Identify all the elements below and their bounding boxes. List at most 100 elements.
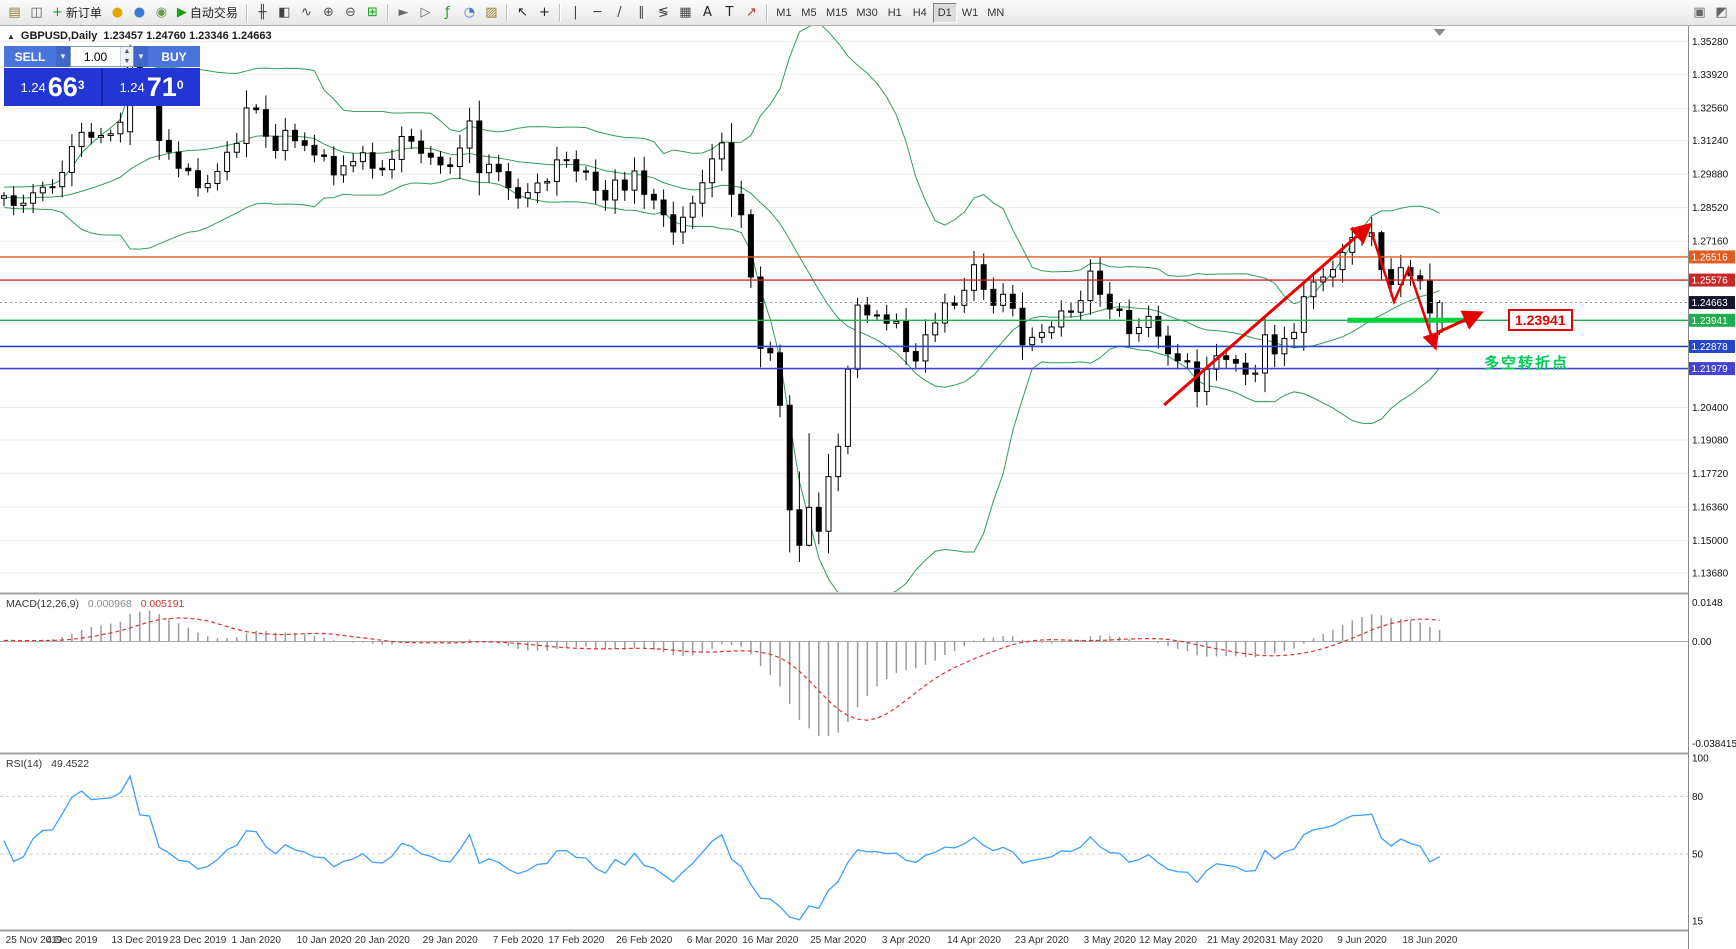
price-axis-badge: [1689, 339, 1735, 353]
price-levels: [0, 256, 1688, 370]
buy-price-sup: 0: [176, 78, 184, 92]
date-axis-label: 16 Mar 2020: [742, 935, 799, 946]
timeframe-button-m5[interactable]: M5: [797, 3, 821, 23]
horizontal-line-button[interactable]: ─: [587, 2, 608, 23]
line-chart-icon: ∿: [300, 5, 312, 20]
navigator-button[interactable]: ◉: [151, 2, 172, 23]
line-chart-type-button[interactable]: ∿: [296, 2, 317, 23]
candlestick-type-button[interactable]: ◧: [274, 2, 295, 23]
vertical-line-icon: |: [573, 5, 578, 20]
date-axis-label: 21 May 2020: [1207, 935, 1265, 946]
date-axis-label: 3 May 2020: [1084, 935, 1137, 946]
arrows-tool-button[interactable]: ↗: [741, 2, 762, 23]
buy-button[interactable]: BUY: [148, 46, 200, 67]
zoom-in-icon: ⊕: [322, 5, 334, 20]
chart-shift-icon: ▷: [420, 5, 431, 20]
templates-button[interactable]: ▨: [481, 2, 502, 23]
date-axis-label: 9 Jun 2020: [1337, 935, 1387, 946]
chart-settings-button[interactable]: ▣: [1689, 2, 1710, 23]
timeframe-button-d1[interactable]: D1: [932, 2, 957, 23]
price-badge-label: 1.24663: [1692, 298, 1729, 309]
rsi-axis-label: 50: [1692, 849, 1704, 860]
price-badge-label: 1.23941: [1692, 316, 1729, 327]
fibonacci-icon: ≶: [657, 5, 669, 20]
pullback-zigzag-arrow[interactable]: [1370, 232, 1440, 351]
bounce-arrow[interactable]: [1437, 310, 1484, 334]
timeframe-button-h1[interactable]: H1: [883, 3, 907, 23]
date-axis-label: 31 May 2020: [1265, 935, 1323, 946]
zoom-in-button[interactable]: ⊕: [318, 2, 339, 23]
volume-increase-icon[interactable]: ▲: [121, 47, 133, 57]
periods-button[interactable]: ◔: [459, 2, 480, 23]
toolbar-separator: [245, 3, 248, 22]
timeframe-button-mn[interactable]: MN: [983, 3, 1008, 23]
zoom-out-icon: ⊖: [344, 5, 356, 20]
volume-field[interactable]: ▲ ▼: [70, 46, 134, 67]
indicators-button[interactable]: ƒ: [437, 2, 458, 23]
bollinger-middle: [3, 135, 1440, 388]
price-badge-label: 1.21979: [1692, 364, 1729, 375]
trend-arrow-up[interactable]: [1163, 222, 1373, 407]
new-order-button[interactable]: + 新订单: [48, 2, 106, 23]
clock-icon: ◔: [463, 5, 476, 20]
price-axis-badge: [1689, 362, 1735, 376]
price-axis-label: 1.29880: [1692, 170, 1729, 181]
auto-scroll-button[interactable]: ►: [393, 2, 414, 23]
timeframe-button-w1[interactable]: W1: [958, 3, 983, 23]
date-axis-label: 4 Dec 2019: [46, 935, 98, 946]
sell-dropdown-icon[interactable]: ▼: [56, 46, 70, 67]
channel-button[interactable]: ∥: [631, 2, 652, 23]
macd-axis-label: -0.038415: [1692, 739, 1736, 750]
vertical-line-button[interactable]: |: [565, 2, 586, 23]
profiles-button[interactable]: ◫: [26, 2, 47, 23]
chart-background: [0, 26, 1736, 949]
cursor-button[interactable]: ↖: [512, 2, 533, 23]
price-axis-label: 1.35280: [1692, 37, 1729, 48]
symbol-title: GBPUSD,Daily: [20, 30, 98, 42]
price-tag-label[interactable]: 1.23941: [1508, 309, 1573, 331]
volume-decrease-icon[interactable]: ▼: [121, 56, 133, 66]
price-axis-label: 1.31240: [1692, 136, 1729, 147]
zoom-out-button[interactable]: ⊖: [340, 2, 361, 23]
date-axis-label: 7 Feb 2020: [493, 935, 544, 946]
macd-signal-line: [3, 617, 1440, 721]
timeframe-button-m15[interactable]: M15: [822, 3, 851, 23]
auto-trading-button[interactable]: ▶ 自动交易: [173, 2, 242, 23]
buy-price[interactable]: 1.24 71 0: [103, 68, 200, 106]
shapes-button[interactable]: ▦: [675, 2, 696, 23]
annotation-text[interactable]: 多空转折点: [1484, 355, 1570, 372]
volume-input[interactable]: [71, 47, 120, 66]
sell-price[interactable]: 1.24 66 3: [4, 68, 101, 106]
date-axis-label: 23 Dec 2019: [170, 935, 227, 946]
chart-shift-marker[interactable]: [1433, 29, 1446, 36]
auto-scroll-icon: ►: [398, 5, 409, 20]
date-axis-label: 20 Jan 2020: [355, 935, 410, 946]
one-click-collapse-icon[interactable]: ▲: [7, 31, 15, 41]
price-axis-label: 1.20400: [1692, 403, 1729, 414]
shapes-icon: ▦: [679, 5, 692, 20]
toolbar-separator: [386, 3, 389, 22]
timeframe-button-m30[interactable]: M30: [852, 3, 881, 23]
price-axis-label: 1.19080: [1692, 435, 1729, 446]
data-window-button[interactable]: ●: [129, 2, 150, 23]
window-layout-button[interactable]: ◩: [1711, 2, 1732, 23]
chart-shift-button[interactable]: ▷: [415, 2, 436, 23]
timeframe-button-m1[interactable]: M1: [772, 3, 796, 23]
new-order-button-label: 新订单: [65, 6, 102, 20]
crosshair-button[interactable]: +: [534, 2, 555, 23]
buy-dropdown-icon[interactable]: ▼: [134, 46, 148, 67]
tile-windows-button[interactable]: ⊞: [362, 2, 383, 23]
new-chart-button[interactable]: ▤: [4, 2, 25, 23]
market-watch-button[interactable]: ●: [107, 2, 128, 23]
bar-chart-type-button[interactable]: ╫: [252, 2, 273, 23]
fibonacci-button[interactable]: ≶: [653, 2, 674, 23]
sell-button[interactable]: SELL: [4, 46, 56, 67]
toolbar-separator: [558, 3, 561, 22]
timeframe-button-h4[interactable]: H4: [908, 3, 932, 23]
macd-axis-label: 0.00: [1692, 637, 1712, 648]
sell-price-sup: 3: [77, 78, 85, 92]
text-label-button[interactable]: T: [719, 2, 740, 23]
text-button[interactable]: A: [697, 2, 718, 23]
trendline-button[interactable]: /: [609, 2, 630, 23]
